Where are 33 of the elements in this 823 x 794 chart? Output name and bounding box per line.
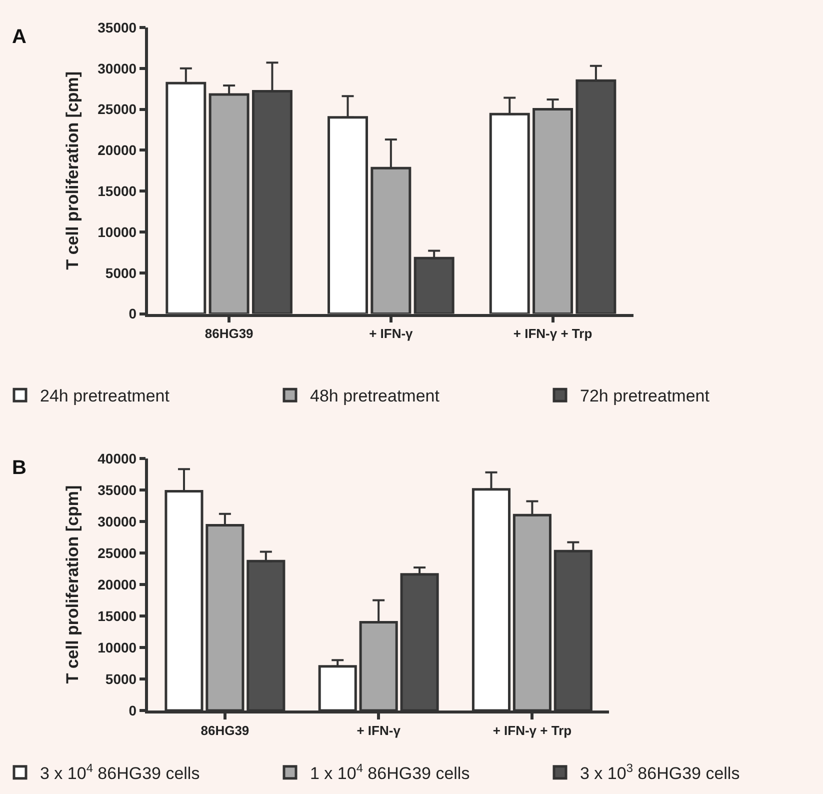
y-tick-label: 0 — [128, 306, 137, 322]
chart-title: B — [12, 457, 26, 479]
y-tick-label: 30000 — [98, 513, 137, 530]
legend-label: 3 x 10$^{4}$ 86HG39 cells — [40, 760, 200, 784]
x-tick-label: + IFN-γ + Trp — [492, 722, 572, 738]
y-tick-label: 40000 — [98, 450, 137, 466]
y-tick-label: 5000 — [105, 670, 137, 687]
legend-label: 24h pretreatment — [40, 386, 170, 406]
legend-label: 48h pretreatment — [310, 386, 440, 406]
y-tick-label: 35000 — [98, 482, 137, 498]
y-tick-label: 35000 — [98, 19, 137, 36]
y-tick-label: 5000 — [105, 264, 137, 281]
legend-label: 3 x 10$^{3}$ 86HG39 cells — [580, 760, 740, 784]
y-axis-title: T cell proliferation [cpm] — [63, 71, 82, 270]
legend-label: 1 x 10$^{4}$ 86HG39 cells — [310, 760, 470, 784]
x-tick-label: + IFN-γ + Trp — [513, 326, 592, 342]
y-tick-label: 30000 — [98, 60, 137, 76]
y-tick-label: 20000 — [98, 142, 137, 158]
y-tick-label: 0 — [128, 702, 137, 718]
y-tick-label: 10000 — [98, 224, 137, 240]
y-tick-label: 25000 — [98, 101, 137, 118]
y-tick-label: 15000 — [98, 608, 137, 624]
chart-title: A — [12, 26, 26, 48]
y-axis-title: T cell proliferation [cpm] — [63, 485, 82, 684]
y-tick-label: 25000 — [98, 544, 137, 561]
x-tick-label: + IFN-γ — [369, 326, 414, 342]
y-tick-label: 10000 — [98, 639, 137, 656]
x-tick-label: 86HG39 — [200, 722, 250, 738]
x-tick-label: 86HG39 — [204, 326, 254, 342]
legend-label: 72h pretreatment — [580, 386, 710, 406]
y-tick-label: 15000 — [98, 182, 137, 199]
y-tick-label: 20000 — [98, 576, 137, 592]
x-tick-label: + IFN-γ — [356, 722, 402, 738]
